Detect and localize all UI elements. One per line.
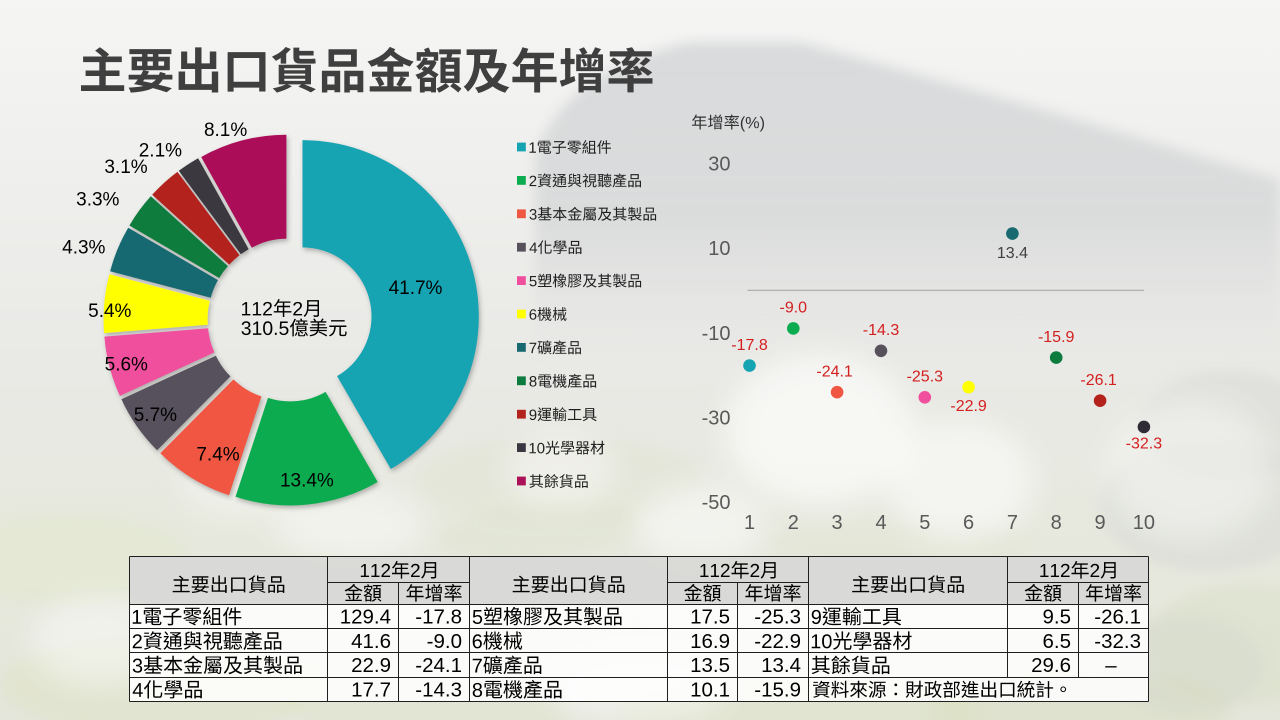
svg-text:-14.3: -14.3 (863, 322, 900, 339)
svg-text:-25.3: -25.3 (907, 369, 944, 386)
svg-text:-22.9: -22.9 (754, 630, 801, 653)
svg-text:-17.8: -17.8 (415, 606, 462, 629)
svg-text:16.9: 16.9 (690, 630, 730, 653)
svg-text:–: – (1105, 654, 1117, 677)
svg-text:13.4: 13.4 (997, 245, 1028, 262)
svg-text:9: 9 (1095, 512, 1106, 534)
svg-text:1: 1 (744, 512, 755, 534)
svg-text:5.7%: 5.7% (134, 405, 177, 426)
svg-text:3.1%: 3.1% (104, 157, 147, 178)
svg-text:41.7%: 41.7% (389, 278, 443, 299)
svg-text:5: 5 (919, 512, 930, 534)
svg-text:22.9: 22.9 (351, 654, 391, 677)
svg-text:-25.3: -25.3 (754, 606, 801, 629)
svg-text:-50: -50 (702, 492, 731, 514)
svg-text:-15.9: -15.9 (754, 679, 801, 702)
svg-text:6.5: 6.5 (1043, 630, 1072, 653)
svg-text:-24.1: -24.1 (415, 654, 462, 677)
svg-text:8: 8 (1051, 512, 1062, 534)
svg-text:17.5: 17.5 (690, 606, 730, 629)
svg-text:13.4%: 13.4% (280, 471, 334, 492)
svg-text:-24.1: -24.1 (816, 364, 853, 381)
svg-text:7.4%: 7.4% (196, 444, 239, 465)
svg-text:13.5: 13.5 (690, 654, 730, 677)
svg-text:4.3%: 4.3% (62, 237, 105, 258)
svg-text:5.6%: 5.6% (105, 355, 148, 376)
svg-text:10: 10 (1133, 512, 1155, 534)
svg-text:-32.3: -32.3 (1094, 630, 1141, 653)
svg-text:-26.1: -26.1 (1094, 606, 1141, 629)
svg-text:10.1: 10.1 (690, 679, 730, 702)
svg-text:2.1%: 2.1% (139, 141, 182, 162)
svg-text:8.1%: 8.1% (204, 120, 247, 141)
svg-text:-14.3: -14.3 (415, 679, 462, 702)
svg-text:6: 6 (963, 512, 974, 534)
svg-text:41.6: 41.6 (351, 630, 391, 653)
svg-text:-22.9: -22.9 (950, 398, 987, 415)
svg-text:2: 2 (788, 512, 799, 534)
svg-text:-9.0: -9.0 (780, 300, 808, 317)
svg-text:13.4: 13.4 (761, 654, 801, 677)
svg-text:3.3%: 3.3% (76, 189, 119, 210)
svg-text:129.4: 129.4 (340, 606, 391, 629)
svg-text:3: 3 (832, 512, 843, 534)
svg-text:-30: -30 (702, 407, 731, 429)
svg-text:-26.1: -26.1 (1080, 372, 1117, 389)
svg-text:-17.8: -17.8 (731, 337, 768, 354)
svg-text:17.7: 17.7 (351, 679, 391, 702)
svg-text:9.5: 9.5 (1043, 606, 1072, 629)
svg-text:4: 4 (875, 512, 886, 534)
svg-text:-32.3: -32.3 (1126, 436, 1163, 453)
svg-text:30: 30 (708, 154, 730, 176)
svg-text:5.4%: 5.4% (88, 301, 131, 322)
svg-text:-10: -10 (702, 323, 731, 345)
svg-text:7: 7 (1007, 512, 1018, 534)
svg-text:29.6: 29.6 (1031, 654, 1071, 677)
svg-text:10: 10 (708, 238, 730, 260)
svg-text:-9.0: -9.0 (427, 630, 462, 653)
svg-text:-15.9: -15.9 (1038, 329, 1075, 346)
